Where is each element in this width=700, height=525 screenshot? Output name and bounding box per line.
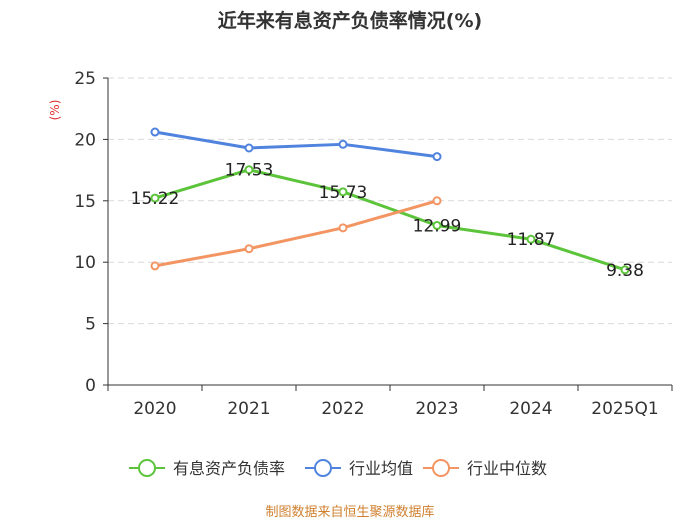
y-tick-label: 10 [74, 253, 96, 273]
legend-item[interactable]: 行业均值 [305, 459, 413, 478]
data-label: 11.87 [507, 230, 556, 250]
y-tick-label: 15 [74, 192, 96, 212]
x-tick-label: 2020 [133, 399, 176, 419]
data-point[interactable] [526, 234, 536, 244]
data-label: 15.22 [131, 189, 180, 209]
data-point[interactable] [338, 187, 348, 197]
data-point[interactable] [432, 220, 442, 230]
data-point[interactable] [244, 244, 254, 254]
data-label: 12.99 [413, 216, 462, 236]
series-line [154, 130, 438, 159]
data-point[interactable] [150, 261, 160, 271]
x-tick-label: 2024 [509, 399, 552, 419]
data-label: 15.73 [319, 183, 368, 203]
x-tick-label: 2021 [227, 399, 270, 419]
series-line [154, 168, 626, 272]
x-tick-label: 2022 [321, 399, 364, 419]
chart-title: 近年来有息资产负债率情况(%) [218, 9, 482, 32]
y-tick-label: 25 [74, 69, 96, 89]
x-tick-label: 2025Q1 [591, 399, 658, 419]
data-point[interactable] [338, 139, 348, 149]
legend-label: 行业中位数 [467, 459, 547, 478]
y-tick-label: 5 [85, 315, 96, 335]
gridlines [108, 77, 672, 325]
legend-marker [432, 459, 450, 477]
legend-item[interactable]: 有息资产负债率 [129, 459, 285, 478]
legend-label: 行业均值 [349, 459, 413, 478]
legend-marker [138, 459, 156, 477]
legend-label: 有息资产负债率 [173, 459, 285, 478]
axes: 0 5 10 15 20 25 2020 2021 2022 2023 2024 2025Q1 [74, 69, 673, 419]
source-note: 制图数据来自恒生聚源数据库 [265, 504, 434, 520]
legend-item[interactable]: 行业中位数 [423, 459, 547, 478]
data-point[interactable] [432, 196, 442, 206]
x-tick-label: 2023 [415, 399, 458, 419]
data-point[interactable] [244, 165, 254, 175]
data-point[interactable] [620, 265, 630, 275]
data-point[interactable] [432, 152, 442, 162]
data-point[interactable] [150, 193, 160, 203]
y-tick-label: 0 [85, 376, 96, 396]
data-labels: 15.22 17.53 15.73 12.99 11.87 9.38 [131, 161, 644, 281]
data-label: 9.38 [606, 261, 644, 281]
data-point[interactable] [338, 223, 348, 233]
legend[interactable]: 有息资产负债率 行业均值 行业中位数 [129, 459, 547, 478]
series-line [154, 199, 438, 268]
data-point[interactable] [244, 143, 254, 153]
series-lines [150, 127, 630, 275]
y-axis-unit-label: (%) [48, 100, 62, 121]
y-tick-label: 20 [74, 130, 96, 150]
legend-marker [314, 459, 332, 477]
data-point[interactable] [150, 127, 160, 137]
data-label: 17.53 [225, 161, 274, 181]
